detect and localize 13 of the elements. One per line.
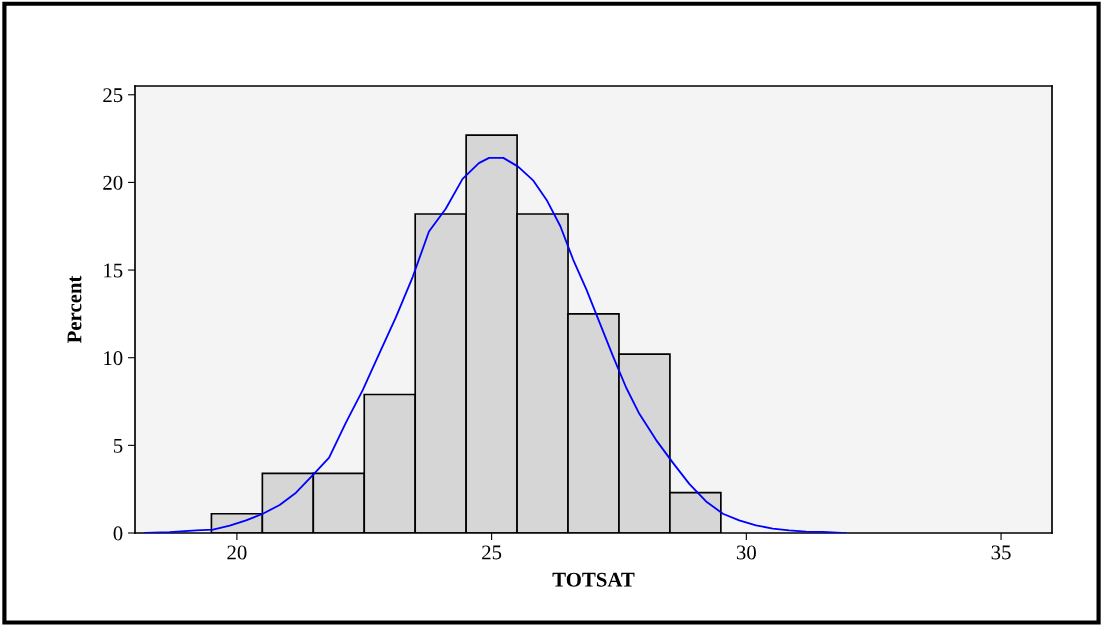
y-tick-label: 5 xyxy=(113,438,123,453)
x-tick-label: 35 xyxy=(991,545,1011,560)
x-axis-title: TOTSAT xyxy=(552,572,635,587)
x-tick-label: 30 xyxy=(736,545,756,560)
y-tick-label: 25 xyxy=(103,88,123,103)
line-series xyxy=(143,156,847,533)
y-tick-label: 20 xyxy=(103,175,123,190)
y-tick-label: 0 xyxy=(113,526,123,541)
y-axis-title: Percent xyxy=(67,275,82,344)
x-tick-label: 20 xyxy=(227,545,247,560)
x-tick-label: 25 xyxy=(482,545,502,560)
y-tick-label: 15 xyxy=(104,263,123,278)
y-tick-label: 10 xyxy=(104,351,123,366)
